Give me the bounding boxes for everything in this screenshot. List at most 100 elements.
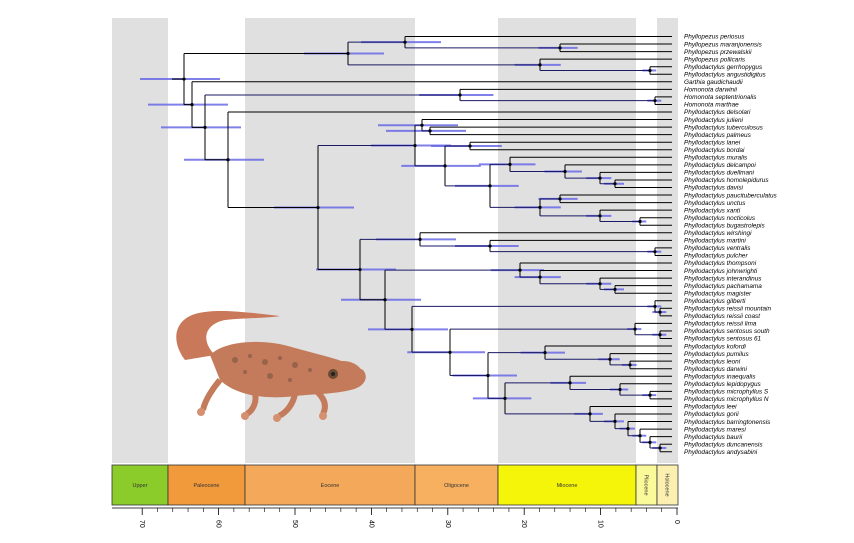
node-marker xyxy=(658,446,662,450)
taxon-label: Phyllodactylus gilberti xyxy=(684,298,746,305)
taxon-label: Phyllodactylus pulcher xyxy=(684,253,748,260)
taxon-label: Phyllodactylus kofordi xyxy=(684,343,746,350)
node-marker xyxy=(428,129,432,133)
node-marker xyxy=(608,357,612,361)
epoch-label: Miocene xyxy=(557,483,578,489)
scale-tick-label: 0 xyxy=(673,520,680,524)
taxon-label: Phyllodactylus reissii lima xyxy=(684,321,757,328)
taxon-label: Phyllodactylus pachamama xyxy=(684,283,762,290)
taxon-label: Phyllodactylus leei xyxy=(684,404,737,411)
node-marker xyxy=(410,327,414,331)
epoch-label: Eocene xyxy=(321,483,340,489)
node-marker xyxy=(613,182,617,186)
taxon-label: Phyllopezus maranjonensis xyxy=(684,41,763,48)
scale-tick-label: 50 xyxy=(291,520,298,528)
epoch-label: Pliocene xyxy=(643,474,649,495)
taxon-label: Phyllopezus przewalskii xyxy=(684,49,752,56)
taxon-label: Phyllodactylus baurii xyxy=(684,434,743,441)
node-marker xyxy=(518,268,522,272)
node-marker xyxy=(413,143,417,148)
gecko-illustration xyxy=(176,310,366,422)
node-marker xyxy=(558,46,562,50)
node-marker xyxy=(588,412,592,416)
node-marker xyxy=(558,197,562,201)
node-marker xyxy=(503,396,507,400)
node-marker xyxy=(653,99,657,103)
epoch-band xyxy=(112,18,168,463)
taxon-label: Phyllodactylus wirshingi xyxy=(684,230,752,237)
taxon-label: Phyllodactylus lepidopygus xyxy=(684,381,762,388)
scale-tick-label: 10 xyxy=(597,520,604,528)
node-marker xyxy=(420,123,424,127)
node-marker xyxy=(190,102,194,107)
taxon-label: Phyllodactylus julieni xyxy=(684,117,744,124)
node-marker xyxy=(648,393,652,397)
node-marker xyxy=(598,176,602,180)
tree-nodes xyxy=(182,40,662,450)
node-marker xyxy=(638,434,642,438)
taxon-label: Phyllodactylus maresi xyxy=(684,426,746,433)
epoch-label: Paleocene xyxy=(194,483,220,489)
node-marker xyxy=(628,363,632,367)
node-marker xyxy=(563,169,567,174)
taxon-label: Phyllodactylus duncanensis xyxy=(684,441,763,448)
taxon-label: Phyllodactylus homolepidurus xyxy=(684,177,769,184)
taxon-label: Phyllodactylus duellmani xyxy=(684,170,755,177)
taxon-label: Phyllodactylus nocticolus xyxy=(684,215,756,222)
epoch-box xyxy=(497,464,637,506)
node-marker xyxy=(488,244,492,248)
taxon-label: Phyllodactylus leoni xyxy=(684,358,741,365)
taxon-label: Phyllodactylus reissii mountain xyxy=(684,306,771,313)
node-marker xyxy=(598,282,602,286)
time-scale: Upper Paleocene Eocene Oligocene Miocene Plio… xyxy=(111,464,680,528)
taxon-label: Phyllodactylus angustidigitus xyxy=(684,71,767,78)
node-marker xyxy=(486,373,490,378)
taxon-label: Phyllodactylus magister xyxy=(684,290,752,297)
node-marker xyxy=(568,381,572,385)
taxon-label: Phyllodactylus interandinus xyxy=(684,275,762,282)
node-marker xyxy=(468,144,472,148)
epoch-box xyxy=(111,464,169,506)
epoch-box xyxy=(656,464,679,506)
taxon-label: Phyllodactylus bordai xyxy=(684,147,745,154)
taxon-label: Phyllodactylus bugastrolepis xyxy=(684,222,765,229)
taxon-label: Homonota darwinii xyxy=(684,87,738,94)
node-marker xyxy=(618,387,622,392)
node-marker xyxy=(383,298,387,302)
taxon-label: Phyllodactylus reissii coast xyxy=(684,313,760,320)
node-marker xyxy=(538,205,542,209)
epoch-box xyxy=(167,464,246,506)
node-marker xyxy=(653,304,657,309)
scale-tick-label: 30 xyxy=(444,520,451,528)
node-marker xyxy=(448,350,452,354)
taxon-label: Phyllodactylus barringtonensis xyxy=(684,419,771,426)
node-marker xyxy=(203,125,207,129)
node-marker xyxy=(226,158,230,162)
node-marker xyxy=(653,250,657,254)
node-marker xyxy=(538,63,542,67)
node-marker xyxy=(638,219,642,224)
node-marker xyxy=(633,327,637,331)
epoch-label: Upper xyxy=(133,483,148,489)
taxon-label: Phyllodactylus paucituberculatus xyxy=(684,192,778,199)
node-marker xyxy=(418,237,422,242)
taxon-label: Phyllodactylus gorii xyxy=(684,411,739,418)
taxon-label: Phyllodactylus delcampoi xyxy=(684,162,756,169)
taxon-label: Phyllodactylus palmeus xyxy=(684,132,752,139)
epoch-box xyxy=(244,464,416,506)
taxon-label: Phyllodactylus darwini xyxy=(684,366,747,373)
node-marker xyxy=(316,205,320,210)
taxon-label: Phyllodactylus xanti xyxy=(684,207,741,214)
node-marker xyxy=(182,77,186,81)
node-marker xyxy=(648,440,652,444)
taxon-label: Homonota septentrionalis xyxy=(684,94,757,101)
taxon-label: Phyllodactylus martini xyxy=(684,238,746,245)
node-marker xyxy=(626,427,630,431)
node-marker xyxy=(346,51,350,56)
taxon-label: Phyllodactylus microphyllus N xyxy=(684,396,769,403)
taxon-label: Phyllodactylus sentosus 61 xyxy=(684,336,762,343)
taxon-label: Phyllodactylus unctus xyxy=(684,200,746,207)
node-marker xyxy=(488,184,492,188)
